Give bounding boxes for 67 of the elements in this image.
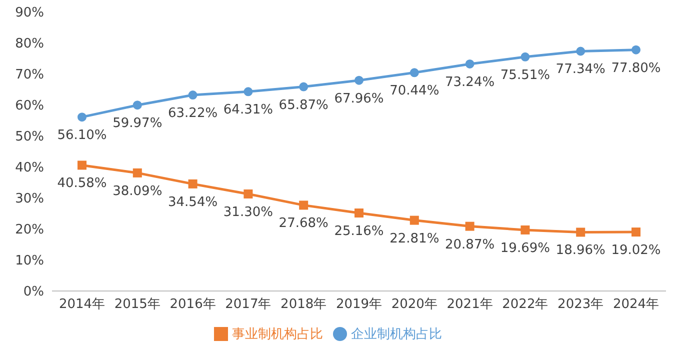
y-tick-label: 60% xyxy=(15,98,44,114)
point xyxy=(78,160,86,170)
data-label: 18.96% xyxy=(556,243,606,258)
data-label: 25.16% xyxy=(334,224,384,240)
y-tick-label: 90% xyxy=(15,6,44,21)
y-tick-label: 70% xyxy=(15,68,44,83)
x-tick-label: 2016年 xyxy=(170,297,216,312)
data-label: 67.96% xyxy=(334,91,384,106)
legend-label: 企业制机构占比 xyxy=(351,327,442,342)
y-tick-label: 0% xyxy=(23,284,44,300)
y-tick-label: 50% xyxy=(15,130,44,145)
point xyxy=(520,52,530,62)
point xyxy=(299,82,308,92)
data-label: 73.24% xyxy=(445,74,495,90)
data-label: 19.69% xyxy=(500,240,550,256)
point xyxy=(132,100,142,110)
point xyxy=(410,216,419,225)
point xyxy=(576,228,586,237)
data-label: 38.09% xyxy=(112,184,162,199)
point xyxy=(244,87,253,96)
x-tick-label: 2022年 xyxy=(502,297,548,312)
data-label: 34.54% xyxy=(168,194,218,210)
data-label: 75.51% xyxy=(500,68,550,83)
x-tick-label: 2015年 xyxy=(114,297,160,312)
data-label: 20.87% xyxy=(445,237,495,252)
point xyxy=(465,59,474,68)
data-label: 64.31% xyxy=(223,102,273,118)
y-tick-label: 10% xyxy=(15,254,44,269)
legend-label: 事业制机构占比 xyxy=(232,327,323,342)
data-label: 59.97% xyxy=(112,116,162,132)
data-label: 27.68% xyxy=(278,216,328,232)
data-label: 65.87% xyxy=(278,98,328,113)
point xyxy=(465,222,474,231)
data-label: 31.30% xyxy=(223,204,273,220)
point xyxy=(410,68,419,78)
x-tick-label: 2014年 xyxy=(58,297,106,312)
data-label: 56.10% xyxy=(57,128,107,144)
x-tick-label: 2017年 xyxy=(225,297,272,312)
point xyxy=(132,168,142,178)
y-tick-label: 20% xyxy=(15,222,44,238)
data-label: 77.80% xyxy=(611,60,661,76)
data-label: 22.81% xyxy=(390,231,440,246)
x-tick-label: 2020年 xyxy=(391,297,438,312)
point xyxy=(354,76,364,85)
data-label: 40.58% xyxy=(57,176,107,192)
x-tick-label: 2018年 xyxy=(280,297,327,312)
point xyxy=(188,90,198,100)
x-tick-label: 2024年 xyxy=(612,297,660,312)
point xyxy=(244,189,253,198)
point xyxy=(576,46,586,56)
data-label: 77.34% xyxy=(556,62,606,78)
x-tick-label: 2019年 xyxy=(336,297,382,312)
point xyxy=(299,200,308,210)
data-label: 70.44% xyxy=(390,84,440,99)
point xyxy=(632,45,640,54)
x-tick-label: 2023年 xyxy=(558,297,604,312)
y-tick-label: 30% xyxy=(15,192,44,207)
point xyxy=(188,179,198,188)
point xyxy=(78,112,86,122)
y-tick-label: 80% xyxy=(15,36,44,52)
data-label: 19.02% xyxy=(611,243,661,258)
data-label: 63.22% xyxy=(168,106,218,122)
point xyxy=(632,228,640,237)
x-tick-label: 2021年 xyxy=(446,297,493,312)
point xyxy=(354,208,364,218)
point xyxy=(520,225,530,234)
y-tick-label: 40% xyxy=(15,160,44,176)
